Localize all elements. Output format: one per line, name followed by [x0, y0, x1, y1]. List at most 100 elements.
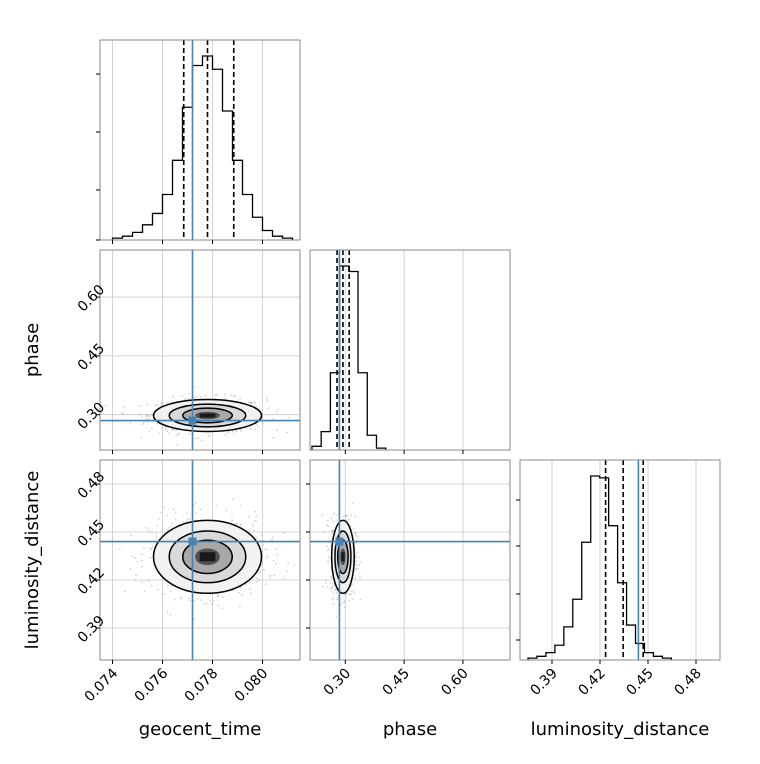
sample-point — [121, 412, 124, 415]
sample-point — [335, 598, 338, 601]
sample-point — [150, 585, 153, 587]
sample-point — [272, 436, 275, 439]
sample-point — [155, 532, 158, 535]
sample-point — [175, 429, 177, 432]
sample-point — [214, 394, 217, 397]
sample-point — [248, 581, 251, 584]
sample-point — [157, 588, 159, 591]
sample-point — [180, 597, 182, 599]
sample-point — [234, 395, 237, 398]
sample-point — [249, 427, 252, 430]
sample-point — [252, 529, 255, 532]
sample-point — [165, 428, 168, 431]
density-peak — [341, 552, 345, 562]
sample-point — [331, 586, 334, 589]
grid-0-0 — [112, 40, 263, 240]
sample-point — [118, 548, 121, 550]
sample-point — [230, 394, 233, 397]
sample-point — [154, 404, 156, 407]
sample-point — [330, 575, 332, 578]
sample-point — [264, 583, 267, 586]
sample-point — [321, 585, 324, 588]
sample-point — [176, 434, 179, 437]
sample-point — [342, 515, 345, 518]
sample-point — [161, 401, 164, 404]
sample-point — [346, 515, 349, 517]
sample-point — [231, 430, 234, 433]
sample-point — [353, 527, 356, 529]
sample-point — [164, 593, 167, 596]
sample-point — [193, 386, 196, 388]
sample-point — [136, 560, 139, 563]
sample-point — [141, 423, 144, 425]
sample-point — [166, 514, 169, 517]
sample-point — [355, 560, 357, 562]
sample-point — [253, 401, 256, 403]
sample-point — [183, 521, 185, 524]
sample-point — [255, 581, 258, 583]
sample-point — [231, 519, 234, 522]
sample-point — [344, 514, 347, 516]
sample-point — [141, 416, 144, 419]
sample-point — [195, 437, 198, 440]
sample-point — [240, 524, 243, 527]
sample-point — [134, 557, 137, 560]
sample-point — [248, 528, 250, 531]
sample-point — [144, 590, 146, 592]
xtick-label: 0.076 — [132, 665, 172, 705]
sample-point — [208, 435, 211, 438]
sample-point — [145, 415, 147, 418]
sample-point — [254, 428, 257, 431]
sample-point — [286, 570, 288, 573]
sample-point — [271, 536, 274, 538]
sample-point — [331, 599, 334, 601]
sample-point — [208, 600, 211, 602]
histogram-geocent_time — [111, 55, 294, 240]
sample-point — [250, 402, 253, 405]
sample-point — [146, 403, 149, 406]
panel-frame-2-0 — [99, 459, 301, 661]
sample-point — [260, 534, 263, 536]
sample-point — [143, 547, 145, 550]
sample-point — [335, 615, 338, 618]
sample-point — [215, 505, 218, 507]
sample-point — [176, 444, 179, 446]
sample-point — [250, 401, 253, 404]
sample-point — [329, 588, 332, 591]
sample-point — [342, 601, 345, 604]
sample-point — [188, 392, 190, 395]
xtick-label: 0.45 — [623, 666, 656, 699]
sample-point — [272, 418, 275, 420]
sample-point — [332, 603, 335, 605]
sample-point — [221, 607, 224, 610]
sample-point — [263, 568, 265, 571]
truth-marker — [188, 416, 197, 425]
sample-point — [197, 437, 200, 440]
sample-point — [166, 529, 169, 532]
sample-point — [239, 605, 241, 608]
sample-point — [139, 405, 142, 408]
sample-point — [351, 583, 353, 585]
sample-point — [160, 511, 162, 514]
sample-point — [326, 586, 329, 588]
sample-point — [345, 515, 347, 518]
xtick-label: 0.42 — [575, 666, 608, 699]
sample-point — [148, 417, 151, 420]
ytick-label: 0.48 — [75, 469, 108, 502]
sample-point — [238, 591, 240, 594]
sample-point — [339, 603, 342, 606]
sample-point — [327, 559, 329, 562]
sample-point — [275, 562, 277, 565]
sample-point — [276, 429, 279, 431]
sample-point — [203, 602, 206, 605]
sample-point — [277, 408, 279, 411]
sample-point — [161, 593, 164, 596]
sample-point — [157, 518, 160, 520]
sample-point — [330, 577, 333, 580]
sample-point — [356, 535, 359, 538]
sample-point — [343, 606, 346, 609]
sample-point — [224, 393, 226, 396]
sample-point — [145, 417, 148, 420]
density-peak — [199, 552, 216, 562]
